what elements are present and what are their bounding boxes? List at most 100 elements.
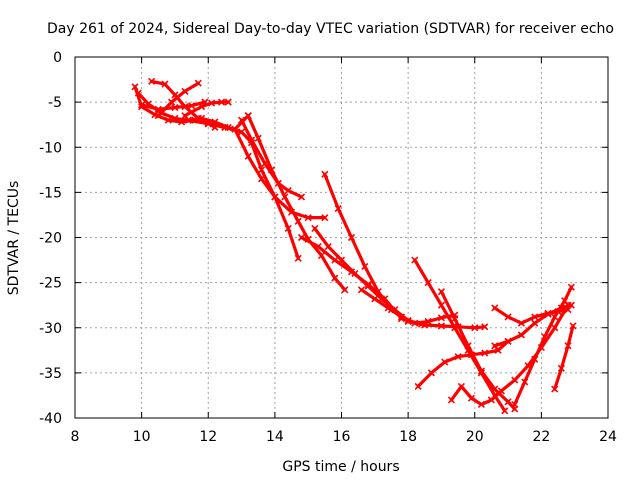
- data-point: [131, 83, 139, 91]
- data-point: [171, 114, 179, 122]
- data-point: [297, 193, 306, 201]
- data-point: [554, 307, 562, 316]
- data-point: [504, 337, 512, 345]
- data-point: [281, 193, 289, 201]
- data-point: [231, 125, 239, 133]
- data-point: [557, 364, 565, 372]
- data-point: [171, 103, 179, 112]
- data-point: [441, 358, 449, 366]
- data-point: [331, 274, 339, 282]
- data-point: [561, 297, 569, 305]
- x-tick-label: 8: [71, 429, 80, 445]
- data-point: [567, 283, 575, 291]
- x-tick-label: 22: [532, 429, 550, 445]
- series-line-16: [439, 290, 517, 411]
- data-point: [257, 166, 266, 174]
- data-point: [357, 286, 366, 294]
- data-point: [521, 378, 529, 386]
- x-axis-title: GPS time / hours: [282, 459, 399, 475]
- data-point: [331, 256, 339, 264]
- data-point: [138, 101, 146, 109]
- data-point: [504, 313, 512, 321]
- data-point: [337, 256, 346, 264]
- data-point: [437, 288, 446, 296]
- data-point: [321, 170, 329, 178]
- series-line-9: [246, 114, 347, 292]
- data-point: [569, 322, 577, 330]
- data-point: [487, 396, 495, 404]
- data-point: [464, 342, 472, 350]
- data-point: [397, 313, 406, 321]
- plot-series: [131, 77, 577, 415]
- data-point: [477, 367, 485, 375]
- data-point: [317, 251, 326, 260]
- data-point: [437, 314, 446, 322]
- data-point: [551, 385, 559, 393]
- x-tick-label: 16: [333, 429, 351, 445]
- y-axis-title: SDTVAR / TECUs: [6, 181, 22, 296]
- data-point: [254, 134, 262, 142]
- data-point: [531, 355, 539, 363]
- data-point: [491, 385, 499, 393]
- data-point: [334, 205, 342, 213]
- data-point: [494, 346, 502, 354]
- x-tick-label: 12: [199, 429, 217, 445]
- data-point: [247, 136, 256, 144]
- data-point: [181, 87, 189, 95]
- data-point: [161, 80, 169, 88]
- data-point: [208, 99, 216, 107]
- data-point: [424, 279, 432, 287]
- data-point: [198, 114, 206, 122]
- data-point: [244, 112, 252, 120]
- data-point: [471, 324, 479, 332]
- y-tick-label: -10: [39, 140, 62, 156]
- data-point: [304, 214, 312, 222]
- y-tick-label: -35: [39, 366, 62, 382]
- data-point: [427, 369, 436, 377]
- data-point: [194, 79, 202, 87]
- data-point: [541, 333, 549, 341]
- data-point: [314, 242, 322, 251]
- data-point: [257, 175, 266, 183]
- data-point: [451, 315, 459, 323]
- x-tick-label: 18: [399, 429, 417, 445]
- axis-ticks: 8 10 12 14 16 18 20 22 24 0 -5 -10 -15 -20 -25 -30 -35 -4…: [39, 50, 617, 445]
- data-point: [567, 301, 575, 309]
- data-point: [347, 233, 356, 242]
- data-point: [551, 313, 559, 321]
- data-point: [274, 179, 282, 187]
- data-point: [491, 304, 499, 312]
- x-tick-label: 10: [133, 429, 151, 445]
- data-point: [244, 152, 252, 160]
- data-point: [284, 224, 292, 233]
- y-tick-label: -30: [39, 321, 62, 337]
- x-tick-label: 14: [266, 429, 284, 445]
- data-point: [414, 382, 422, 390]
- data-point: [284, 187, 292, 195]
- data-point: [341, 286, 349, 294]
- data-point: [184, 116, 192, 124]
- data-point: [154, 112, 162, 120]
- x-tick-label: 24: [599, 429, 617, 445]
- data-point: [457, 382, 465, 390]
- data-point: [198, 103, 206, 111]
- data-point: [544, 309, 552, 317]
- data-point: [148, 77, 156, 85]
- y-tick-label: -20: [39, 231, 62, 247]
- data-point: [437, 322, 446, 330]
- data-point: [218, 98, 226, 106]
- y-tick-label: 0: [53, 50, 62, 66]
- data-point: [237, 116, 246, 124]
- data-point: [424, 317, 432, 325]
- data-point: [447, 396, 455, 404]
- data-point: [481, 323, 489, 331]
- data-point: [504, 398, 512, 406]
- x-tick-label: 20: [466, 429, 484, 445]
- data-point: [481, 349, 489, 357]
- data-point: [437, 301, 446, 309]
- series-line-12: [323, 172, 487, 330]
- y-tick-label: -15: [39, 185, 62, 201]
- data-point: [311, 224, 319, 233]
- data-point: [134, 89, 142, 97]
